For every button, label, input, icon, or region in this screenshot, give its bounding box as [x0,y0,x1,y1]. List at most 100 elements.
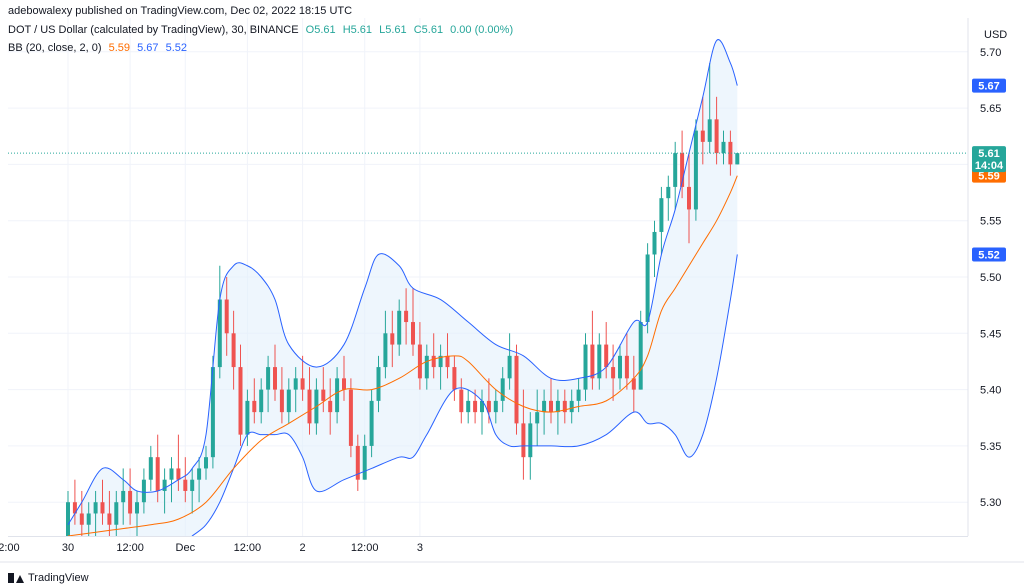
lower-band-tag-bg [972,247,1006,262]
candle-body [252,400,257,413]
candle-body [673,153,678,187]
candle-body [376,367,381,401]
candle-body [597,344,602,379]
candle-body [652,231,657,255]
candle-body [369,400,374,446]
indicator-lines [8,39,968,536]
candle-body [86,513,91,525]
y-tick-label: 5.65 [980,103,1001,115]
upper-band-tag-value: 5.67 [978,81,999,93]
candle-body [355,445,360,480]
candle-body [714,119,719,154]
candle-body [500,378,505,401]
x-tick-label: 12:00 [116,542,144,554]
y-tick-label: 5.45 [980,328,1001,340]
candle-body [307,389,312,424]
candle-body [72,502,77,514]
y-tick-label: 5.55 [980,216,1001,228]
published-label: adebowalexy published on TradingView.com… [8,5,353,17]
basis-tag-value: 5.59 [978,171,999,183]
y-tick-label: 5.50 [980,272,1001,284]
candle-body [445,355,450,368]
candle-body [162,479,167,491]
candle-body [362,445,367,480]
band-fill [68,39,738,536]
candle-body [535,412,540,424]
candle-body [590,344,595,379]
ohlc-change: 0.00 (0.00%) [450,24,514,36]
candle-body [431,355,436,368]
candle-body [169,468,174,480]
ohlc-open: O5.61 [305,24,336,36]
y-tick-label: 5.30 [980,497,1001,509]
candle-body [521,423,526,458]
candle-body [128,490,133,514]
candle-body [687,186,691,210]
candle-body [618,355,622,379]
bb-basis-value: 5.59 [108,42,131,54]
candle-body [93,502,98,514]
upper-band-line [67,39,738,526]
candle-body [514,355,519,424]
candle-body [217,299,222,368]
candle-body [397,310,402,345]
last-price-tag-countdown: 14:04 [975,160,1004,172]
candle-body [238,367,243,435]
candle-body [155,457,160,491]
candle-body [79,513,84,525]
candle-body [680,153,685,187]
candle-body [693,130,698,210]
candle-body [659,198,664,232]
candle-body [279,389,284,413]
candle-body [721,141,726,154]
candle-body [542,400,547,413]
candle-body [645,254,650,323]
candle-body [348,389,353,446]
candle-body [121,490,126,503]
candle-body [390,333,395,345]
bollinger-band-fill [68,39,738,536]
candle-body [231,333,236,368]
last-price-tag-bg [972,146,1006,173]
candle-body [404,310,409,323]
candle-body [555,400,560,413]
candle-body [486,400,491,413]
candle-body [549,400,553,413]
symbol-name: DOT / US Dollar (calculated by TradingVi… [8,24,299,36]
candle-body [666,186,671,199]
candle-body [473,400,478,413]
candle-body [328,400,333,413]
x-tick-label: 12:00 [351,542,379,554]
candle-body [411,322,415,345]
candle-body [107,513,112,525]
candle-body [728,141,733,165]
candle-body [321,389,326,401]
x-tick-label: 2 [300,542,306,554]
x-tick-label: 3 [417,542,423,554]
candle-body [183,479,188,491]
candle-body [417,344,422,379]
candle-body [335,378,340,413]
candle-body [266,367,271,390]
candle-body [493,400,498,413]
candle-body [480,400,484,413]
ohlc-low: L5.61 [379,24,407,36]
candle-body [528,423,533,458]
candle-body [466,400,471,413]
candle-body [273,367,277,390]
candle-body [66,502,70,536]
candle-body [576,389,581,401]
upper-band-tag-bg [972,78,1006,93]
candle-body [569,400,574,413]
ohlc-close: C5.61 [413,24,444,36]
bb-upper-value: 5.67 [137,42,159,54]
candle-body [424,355,429,379]
candle-body [342,378,346,390]
candle-body [562,400,567,413]
candle-body [100,502,105,514]
candle-body [148,457,153,480]
ohlc-high: H5.61 [342,24,373,36]
candle-body [204,457,208,469]
footer-brand[interactable]: TradingView [8,572,89,584]
